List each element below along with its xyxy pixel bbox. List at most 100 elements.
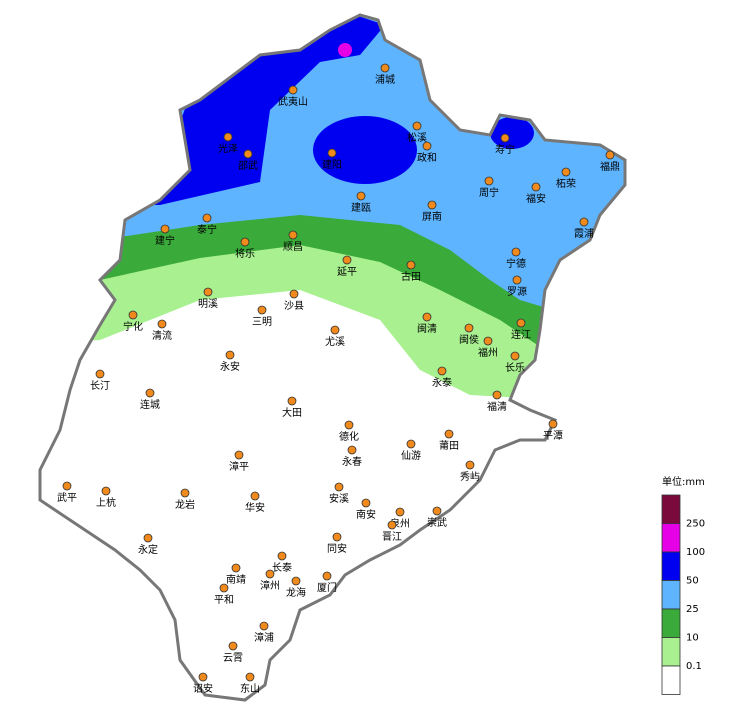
city-label: 建阳: [322, 158, 342, 171]
city-marker: [223, 132, 233, 142]
city-marker: [327, 148, 337, 158]
city-label: 龙海: [286, 586, 306, 599]
city-marker: [332, 532, 342, 542]
city-label: 南靖: [226, 573, 246, 586]
city-marker: [160, 224, 170, 234]
city-label: 秀屿: [460, 471, 480, 483]
legend-swatch: [661, 494, 681, 524]
city-marker: [406, 260, 416, 270]
city-marker: [288, 230, 298, 240]
city-label: 政和: [417, 151, 437, 164]
city-label: 邵武: [238, 159, 258, 172]
city-label: 莆田: [439, 439, 459, 452]
city-label: 三明: [252, 316, 272, 328]
city-marker: [531, 182, 541, 192]
city-label: 华安: [245, 501, 265, 514]
legend-label: 100: [686, 547, 705, 558]
city-label: 清流: [152, 329, 172, 342]
city-label: 浦城: [375, 73, 395, 86]
city-label: 将乐: [235, 248, 255, 260]
city-marker: [356, 191, 366, 201]
city-marker: [289, 289, 299, 299]
city-marker: [259, 621, 269, 631]
city-label: 屏南: [422, 210, 442, 223]
city-label: 武夷山: [278, 95, 308, 108]
city-label: 武平: [57, 491, 77, 504]
city-marker: [334, 482, 344, 492]
city-label: 大田: [282, 406, 302, 419]
city-label: 霞浦: [574, 227, 594, 240]
city-marker: [406, 439, 416, 449]
legend: 单位:mm 250 100 50 25 10 0.1: [661, 475, 705, 695]
legend-label: 50: [686, 576, 699, 587]
city-label: 闽清: [417, 322, 437, 335]
city-marker: [231, 563, 241, 573]
city-label: 上杭: [96, 496, 116, 509]
city-label: 连江: [511, 328, 531, 341]
city-label: 厦门: [317, 581, 337, 594]
city-marker: [427, 200, 437, 210]
city-label: 建瓯: [351, 201, 371, 214]
city-label: 尤溪: [325, 335, 345, 348]
city-marker: [380, 63, 390, 73]
city-label: 同安: [327, 542, 347, 555]
city-label: 平潭: [543, 430, 563, 442]
city-marker: [62, 481, 72, 491]
city-marker: [101, 486, 111, 496]
city-marker: [245, 672, 255, 682]
city-label: 福安: [526, 192, 546, 205]
city-label: 延平: [337, 266, 357, 278]
city-label: 长泰: [272, 561, 292, 574]
city-label: 光泽: [218, 142, 238, 155]
city-marker: [265, 569, 275, 579]
city-marker: [422, 312, 432, 322]
city-label: 福鼎: [600, 160, 620, 173]
city-label: 长乐: [505, 362, 525, 374]
city-label: 寿宁: [495, 143, 515, 156]
city-marker: [561, 167, 571, 177]
city-marker: [198, 672, 208, 682]
city-marker: [361, 498, 371, 508]
city-label: 崇武: [427, 516, 447, 529]
city-marker: [512, 275, 522, 285]
city-label: 漳州: [260, 579, 280, 592]
city-marker: [287, 396, 297, 406]
city-label: 晋江: [382, 531, 402, 543]
city-marker: [464, 323, 474, 333]
city-label: 福州: [478, 346, 498, 359]
city-marker: [437, 366, 447, 376]
city-label: 南安: [356, 508, 376, 521]
legend-label: 250: [686, 519, 705, 530]
city-label: 福清: [487, 400, 507, 413]
city-marker: [257, 305, 267, 315]
city-label: 松溪: [407, 131, 427, 144]
city-marker: [412, 121, 422, 131]
city-label: 云霄: [223, 652, 243, 664]
city-marker: [500, 133, 510, 143]
city-marker: [250, 491, 260, 501]
city-label: 长汀: [90, 380, 110, 392]
city-marker: [465, 460, 475, 470]
city-label: 顺昌: [283, 241, 303, 253]
city-marker: [387, 520, 397, 530]
legend-swatch: [661, 608, 681, 638]
city-label: 泰宁: [197, 223, 217, 236]
city-marker: [225, 350, 235, 360]
city-label: 闽侯: [459, 333, 479, 346]
city-marker: [202, 213, 212, 223]
city-label: 东山: [240, 682, 260, 695]
city-label: 宁德: [506, 257, 526, 270]
city-marker: [219, 583, 229, 593]
city-label: 诏安: [193, 682, 213, 695]
city-marker: [432, 506, 442, 516]
legend-swatch: [661, 665, 681, 695]
city-marker: [143, 533, 153, 543]
city-marker: [180, 488, 190, 498]
city-label: 周宁: [479, 186, 499, 199]
city-marker: [511, 247, 521, 257]
city-marker: [277, 551, 287, 561]
city-marker: [516, 318, 526, 328]
city-label: 漳平: [229, 460, 249, 473]
city-marker: [444, 429, 454, 439]
